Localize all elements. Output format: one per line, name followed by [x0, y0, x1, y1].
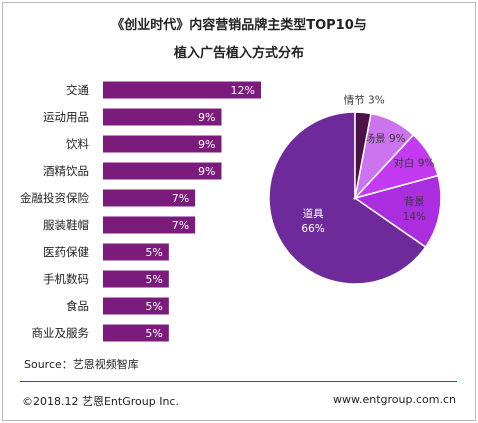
bar-chart: 交通 12% 运动用品 9% 饮料 9% 酒精饮品 9% 金融投资保险 7% 服装鞋帽 7% 医药保健 5…: [20, 81, 261, 342]
bar: [103, 324, 169, 342]
bar-value-label: 12%: [231, 84, 255, 97]
category-label: 金融投资保险: [20, 191, 89, 205]
slice-name-label: 情节: [344, 94, 365, 107]
bar: [103, 297, 169, 315]
category-label: 饮料: [66, 137, 89, 151]
category-label: 食品: [66, 299, 89, 313]
chart-title-line-1: 《创业时代》内容营销品牌主类型TOP10与: [111, 18, 367, 33]
copyright-text: ©2018.12 艺恩EntGroup Inc.: [22, 395, 179, 408]
slice-value-label: 14%: [403, 211, 426, 223]
bar: [103, 243, 169, 261]
bar-value-label: 7%: [172, 192, 189, 205]
slice-value-label: 9%: [418, 157, 435, 169]
bar-value-label: 9%: [198, 111, 215, 124]
bar-value-label: 5%: [145, 327, 162, 340]
category-label: 医药保健: [43, 245, 89, 259]
bar: [103, 135, 222, 153]
slice-name-label: 对白: [393, 156, 414, 169]
slice-label: 情节 3%: [344, 94, 385, 107]
bar: [103, 81, 261, 99]
slice-label: 对白 9%: [393, 156, 434, 169]
bar-value-label: 9%: [198, 165, 215, 178]
slice-value-label: 66%: [301, 223, 324, 235]
chart-title-line-2: 植入广告植入方式分布: [173, 46, 304, 61]
category-label: 手机数码: [43, 272, 89, 286]
slice-label: 场景 9%: [365, 132, 406, 145]
category-label: 交通: [66, 83, 89, 97]
bar-value-label: 7%: [172, 219, 189, 232]
slice-name-label: 道具: [303, 207, 324, 220]
bar-value-label: 5%: [145, 246, 162, 259]
category-label: 服装鞋帽: [43, 218, 89, 232]
category-label: 酒精饮品: [43, 164, 89, 178]
slice-name-label: 背景: [404, 195, 425, 208]
bar-value-label: 5%: [145, 300, 162, 313]
source-note: Source：艺恩视频智库: [24, 358, 139, 371]
bar: [103, 108, 222, 126]
slice-value-label: 3%: [368, 95, 385, 107]
bar: [103, 189, 196, 207]
slice-name-label: 场景: [365, 132, 386, 145]
website-text: www.entgroup.com.cn: [333, 393, 456, 406]
category-label: 商业及服务: [32, 326, 90, 340]
bar: [103, 162, 222, 180]
category-label: 运动用品: [43, 110, 89, 124]
bar-value-label: 5%: [145, 273, 162, 286]
bar: [103, 270, 169, 288]
bar: [103, 216, 196, 234]
footer-divider: [20, 381, 457, 382]
pie-slice: [353, 174, 442, 249]
pie-slice: [268, 111, 427, 285]
slice-value-label: 9%: [389, 133, 406, 145]
bar-value-label: 9%: [198, 138, 215, 151]
pie-slice: [354, 111, 372, 199]
